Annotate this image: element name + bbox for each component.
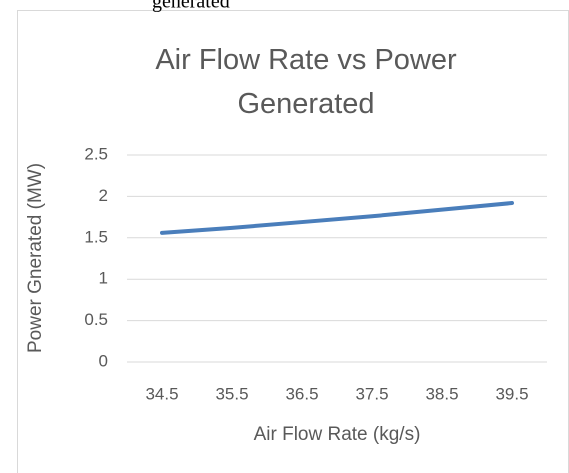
x-tick-label: 38.5 [425, 384, 458, 403]
y-tick-label: 0.5 [84, 310, 108, 329]
data-line [160, 201, 514, 235]
text-fragment: generated [152, 0, 230, 13]
y-tick-label: 2 [99, 186, 108, 205]
chart-border [17, 10, 569, 473]
x-axis-label: Air Flow Rate (kg/s) [254, 424, 421, 445]
y-axis-label: Power Gnerated (MW) [25, 163, 46, 353]
x-tick-label: 39.5 [495, 384, 528, 403]
y-tick-label: 1.5 [84, 227, 108, 246]
x-tick-label: 37.5 [355, 384, 388, 403]
y-tick-label: 2.5 [84, 144, 108, 163]
x-tick-label: 34.5 [145, 384, 178, 403]
x-tick-label: 36.5 [285, 384, 318, 403]
x-tick-label: 35.5 [215, 384, 248, 403]
y-tick-label: 1 [99, 269, 108, 288]
y-tick-label: 0 [99, 351, 108, 370]
chart-title: Air Flow Rate vs Power Generated [155, 44, 457, 120]
